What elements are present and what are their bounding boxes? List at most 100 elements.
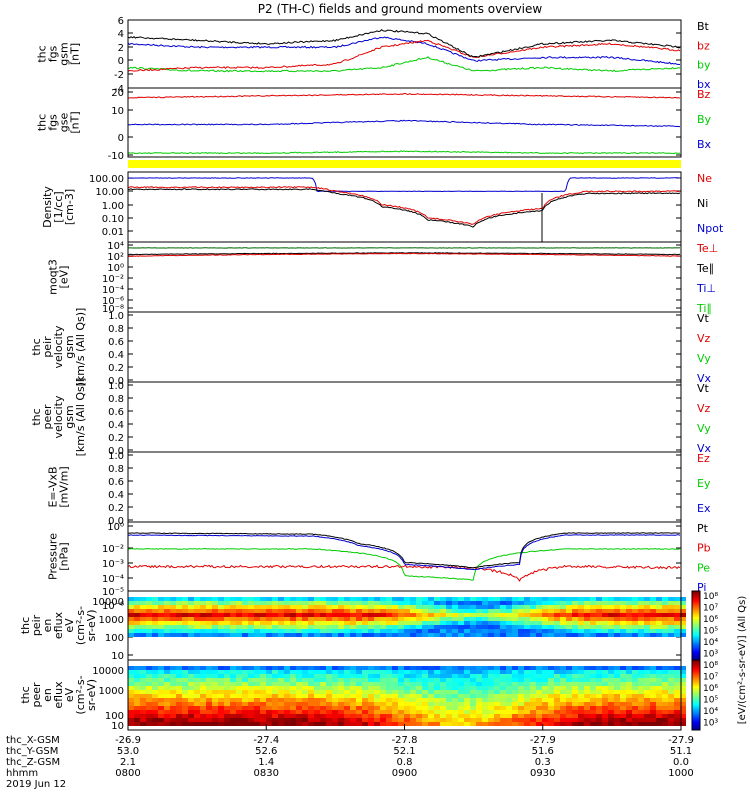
spectro-cell	[182, 698, 188, 702]
spectro-cell	[620, 605, 626, 609]
spectro-cell	[524, 694, 530, 698]
ylabel-line: [km/s (All Qs)]	[74, 378, 87, 457]
spectro-cell	[350, 666, 356, 670]
spectro-cell	[566, 674, 572, 678]
colorbar-band	[692, 663, 700, 666]
spectro-cell	[632, 625, 638, 629]
spectro-cell	[590, 670, 596, 674]
spectro-cell	[362, 613, 368, 617]
colorbar-band	[692, 721, 700, 724]
spectro-cell	[248, 597, 254, 601]
spectro-cell	[476, 670, 482, 674]
spectro-cell	[554, 694, 560, 698]
spectro-cell	[194, 625, 200, 629]
spectro-cell	[602, 686, 608, 690]
spectro-cell	[632, 617, 638, 621]
spectro-cell	[632, 714, 638, 718]
spectro-cell	[560, 629, 566, 633]
spectro-cell	[494, 609, 500, 613]
spectro-cell	[374, 666, 380, 670]
spectro-cell	[128, 718, 134, 722]
spectro-cell	[212, 722, 218, 726]
spectro-cell	[314, 609, 320, 613]
spectro-cell	[674, 706, 680, 710]
spectro-cell	[224, 706, 230, 710]
spectro-cell	[146, 597, 152, 601]
spectro-cell	[296, 714, 302, 718]
y-tick-label: 10⁻²	[102, 274, 124, 285]
spectro-cell	[266, 682, 272, 686]
spectro-cell	[512, 694, 518, 698]
spectro-cell	[620, 670, 626, 674]
spectro-cell	[374, 597, 380, 601]
spectro-cell	[656, 609, 662, 613]
spectro-cell	[206, 722, 212, 726]
spectro-cell	[314, 678, 320, 682]
spectro-cell	[296, 625, 302, 629]
spectro-cell	[422, 678, 428, 682]
spectro-cell	[662, 706, 668, 710]
spectro-cell	[140, 682, 146, 686]
colorbar-tick: 10³	[703, 650, 718, 660]
spectro-cell	[164, 613, 170, 617]
spectro-cell	[236, 601, 242, 605]
spectro-cell	[206, 678, 212, 682]
spectro-cell	[410, 714, 416, 718]
spectro-cell	[452, 702, 458, 706]
spectro-cell	[650, 690, 656, 694]
spectro-cell	[200, 601, 206, 605]
spectro-cell	[248, 702, 254, 706]
spectro-cell	[416, 706, 422, 710]
x-value: 0930	[530, 768, 555, 779]
spectro-cell	[296, 605, 302, 609]
spectro-cell	[650, 710, 656, 714]
spectro-cell	[470, 625, 476, 629]
spectro-cell	[644, 702, 650, 706]
spectro-cell	[308, 718, 314, 722]
panel-ylabel: thcpeerenefluxeV(cm²-s-sr-eV)	[19, 675, 98, 714]
spectro-cell	[272, 597, 278, 601]
spectro-cell	[152, 690, 158, 694]
legend-Ne: Ne	[697, 172, 712, 185]
spectro-cell	[446, 710, 452, 714]
spectro-cell	[614, 714, 620, 718]
spectro-cell	[338, 678, 344, 682]
spectro-cell	[548, 605, 554, 609]
spectro-cell	[236, 682, 242, 686]
colorbar-band	[692, 647, 700, 651]
spectro-cell	[440, 629, 446, 633]
spectro-cell	[272, 621, 278, 625]
spectro-cell	[506, 722, 512, 726]
y-tick-label: 10	[111, 106, 124, 117]
spectro-cell	[296, 613, 302, 617]
spectro-cell	[584, 714, 590, 718]
spectro-cell	[308, 698, 314, 702]
spectro-cell	[314, 613, 320, 617]
spectro-cell	[428, 714, 434, 718]
spectro-cell	[326, 621, 332, 625]
spectro-cell	[332, 722, 338, 726]
spectro-cell	[626, 702, 632, 706]
spectro-cell	[224, 629, 230, 633]
spectro-cell	[368, 706, 374, 710]
spectro-cell	[668, 686, 674, 690]
spectro-cell	[242, 678, 248, 682]
spectro-cell	[572, 601, 578, 605]
spectro-cell	[674, 617, 680, 621]
spectro-cell	[368, 714, 374, 718]
spectro-cell	[560, 710, 566, 714]
spectro-cell	[236, 686, 242, 690]
ylabel-line: peer	[30, 682, 43, 708]
spectro-cell	[596, 666, 602, 670]
colorbar-band	[692, 693, 700, 696]
spectro-cell	[440, 609, 446, 613]
spectro-cell	[272, 710, 278, 714]
spectro-cell	[590, 714, 596, 718]
spectro-cell	[302, 597, 308, 601]
spectro-cell	[464, 718, 470, 722]
spectro-cell	[638, 629, 644, 633]
spectro-cell	[152, 621, 158, 625]
spectro-cell	[440, 666, 446, 670]
spectro-cell	[284, 702, 290, 706]
spectro-cell	[266, 686, 272, 690]
